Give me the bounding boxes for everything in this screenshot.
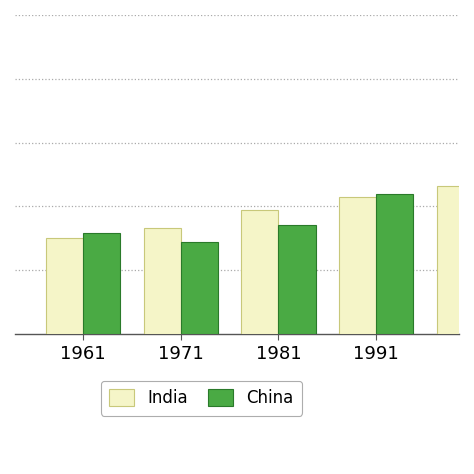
Bar — [376, 194, 413, 334]
Bar — [241, 210, 278, 334]
Bar — [144, 228, 181, 334]
Bar — [83, 233, 120, 334]
Bar — [278, 225, 316, 334]
Bar — [181, 242, 218, 334]
Bar — [46, 238, 83, 334]
Bar — [339, 198, 376, 334]
Legend: India, China: India, China — [101, 381, 302, 416]
Bar — [437, 186, 474, 334]
